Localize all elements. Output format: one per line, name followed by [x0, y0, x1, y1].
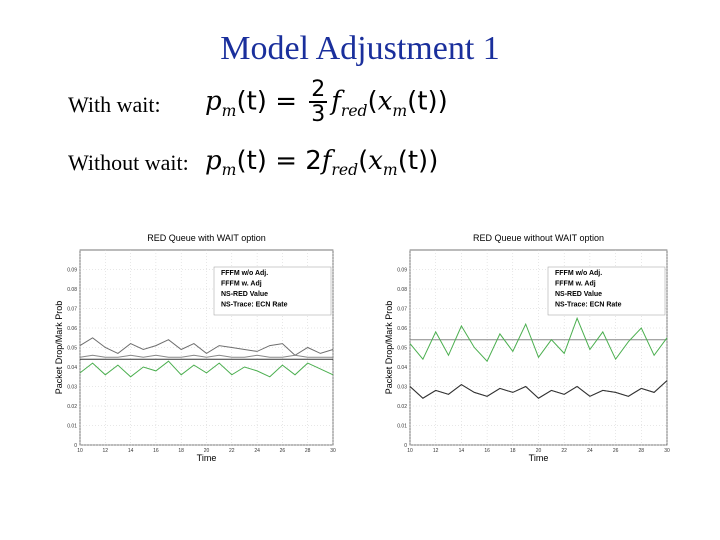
y-tick-label: 0.03	[397, 385, 407, 391]
formula-without-f: f	[321, 146, 332, 176]
formula-without-lhs-arg: (t) = 2	[236, 146, 322, 176]
formula-with-f: f	[331, 86, 341, 117]
x-tick-label: 22	[229, 448, 235, 454]
series-line-3	[79, 360, 334, 378]
formula-with-fraction: 2 3	[309, 77, 328, 128]
x-tick-label: 26	[613, 448, 619, 454]
y-tick-label: 0.05	[67, 346, 77, 352]
y-tick-label: 0.09	[67, 268, 77, 274]
legend-entry: NS-RED Value	[555, 291, 602, 298]
formula-without-lhs: p	[205, 146, 222, 176]
series-line-0	[79, 337, 334, 356]
formula-with-arg-close: (t))	[407, 86, 448, 117]
x-tick-label: 24	[587, 448, 593, 454]
legend-entry: FFFM w. Adj	[555, 281, 596, 288]
y-tick-label: 0	[74, 443, 77, 449]
x-tick-label: 20	[536, 448, 542, 454]
formula-with-lhs-arg: (t) =	[236, 86, 297, 117]
x-tick-label: 26	[280, 448, 286, 454]
legend-entry: FFFM w/o Adj.	[221, 270, 268, 277]
x-axis-label: Time	[529, 453, 549, 463]
x-tick-label: 28	[305, 448, 311, 454]
formula-without-x-sub: m	[382, 161, 398, 180]
formula-without-arg-close: (t))	[397, 146, 439, 176]
formula-with-x-sub: m	[392, 101, 408, 120]
slide-title: Model Adjustment 1	[220, 30, 500, 67]
y-tick-label: 0.08	[397, 287, 407, 293]
y-tick-label: 0.07	[67, 307, 77, 313]
x-tick-label: 24	[254, 448, 260, 454]
formula-without-arg-open: (	[358, 146, 369, 176]
x-tick-label: 14	[459, 448, 465, 454]
formula-with-x: x	[377, 86, 393, 117]
legend-entry: NS-Trace: ECN Rate	[221, 302, 288, 309]
formula-with-lhs-sub: m	[221, 101, 237, 120]
legend-box	[547, 266, 666, 316]
x-tick-label: 30	[664, 448, 670, 454]
chart-title: RED Queue with WAIT option	[147, 233, 266, 243]
x-tick-label: 18	[178, 448, 184, 454]
x-tick-label: 22	[561, 448, 567, 454]
x-tick-label: 16	[153, 448, 159, 454]
chart-title: RED Queue without WAIT option	[473, 233, 604, 243]
formula-without-f-sub: red	[331, 161, 359, 180]
series-line-1	[79, 354, 333, 358]
y-tick-label: 0.04	[397, 365, 407, 371]
fraction-denominator: 3	[311, 102, 326, 128]
formula-without-x: x	[368, 146, 383, 176]
legend-entry: FFFM w/o Adj.	[555, 270, 602, 277]
y-tick-label: 0.01	[397, 424, 407, 430]
y-tick-label: 0.06	[397, 326, 407, 332]
y-tick-label: 0.03	[67, 385, 77, 391]
formula-without-wait: pm(t) = 2fred(xm(t))	[205, 146, 438, 179]
legend-entry: NS-RED Value	[221, 291, 268, 298]
series-line-2	[409, 380, 668, 399]
x-tick-label: 10	[407, 448, 413, 454]
x-tick-label: 12	[103, 448, 109, 454]
y-axis-label: Packet Drop/Mark Prob	[384, 301, 394, 395]
y-tick-label: 0.02	[397, 404, 407, 410]
legend-entry: NS-Trace: ECN Rate	[555, 302, 622, 309]
y-tick-label: 0.01	[67, 424, 77, 430]
fraction-numerator: 2	[309, 77, 328, 104]
without-wait-label: Without wait:	[68, 150, 189, 175]
x-tick-label: 10	[77, 448, 83, 454]
y-tick-label: 0	[404, 443, 407, 449]
x-tick-label: 12	[433, 448, 439, 454]
chart-red-queue-without-wait: 10 12 14 16 18 20 22 24 26 28 30 0 0.01 0.02 0.03 0.04 0…	[384, 233, 670, 463]
y-tick-label: 0.09	[397, 268, 407, 274]
x-tick-label: 30	[330, 448, 336, 454]
x-tick-label: 18	[510, 448, 516, 454]
x-axis-label: Time	[197, 453, 217, 463]
x-tick-label: 28	[639, 448, 645, 454]
legend-entry: FFFM w. Adj	[221, 281, 262, 288]
formula-with-lhs: p	[205, 86, 222, 117]
x-tick-label: 14	[128, 448, 134, 454]
y-tick-label: 0.04	[67, 365, 77, 371]
y-tick-label: 0.07	[397, 307, 407, 313]
series-line-3	[409, 316, 668, 363]
formula-with-wait: pm(t) = 2 3 fred(xm(t))	[205, 78, 448, 126]
y-tick-label: 0.05	[397, 346, 407, 352]
formula-with-f-sub: red	[340, 101, 368, 120]
y-tick-label: 0.06	[67, 326, 77, 332]
y-tick-label: 0.02	[67, 404, 77, 410]
y-tick-label: 0.08	[67, 287, 77, 293]
legend-box	[213, 266, 332, 316]
with-wait-label: With wait:	[68, 92, 161, 117]
formula-with-arg-open: (	[367, 86, 378, 117]
chart-red-queue-with-wait: 10 12 14 16 18 20 22 24 26 28 30 0 0.01 0.02 0.03 0.04 0…	[54, 233, 336, 463]
x-tick-label: 20	[204, 448, 210, 454]
y-axis-label: Packet Drop/Mark Prob	[54, 301, 64, 395]
x-tick-label: 16	[484, 448, 490, 454]
formula-without-lhs-sub: m	[221, 161, 237, 180]
